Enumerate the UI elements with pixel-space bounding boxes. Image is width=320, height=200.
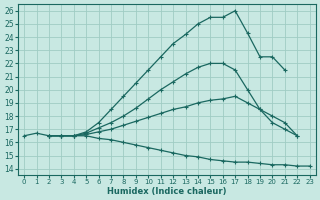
X-axis label: Humidex (Indice chaleur): Humidex (Indice chaleur) bbox=[107, 187, 227, 196]
